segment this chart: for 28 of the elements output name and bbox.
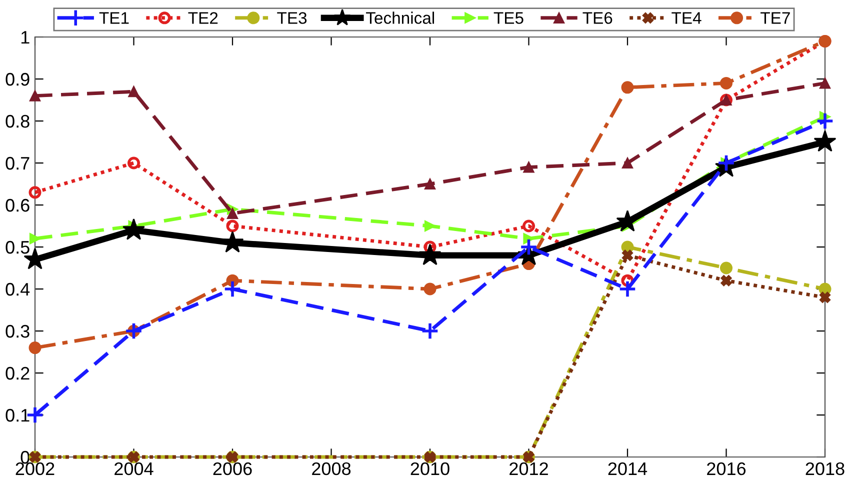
y-tick-label: 0.6	[6, 198, 30, 212]
x-tick-label: 2002	[16, 462, 54, 476]
legend-label: Technical	[366, 12, 434, 24]
legend-label: TE6	[582, 12, 612, 24]
legend-label: TE4	[672, 12, 702, 24]
x-tick-label: 2016	[707, 462, 746, 476]
x-tick-label: 2006	[213, 462, 252, 476]
legend-label: TE5	[494, 12, 524, 24]
y-tick-label: 0.7	[6, 156, 30, 170]
x-tick-label: 2012	[510, 462, 548, 476]
y-tick-label: 0.9	[6, 72, 30, 86]
y-tick-label: 0.3	[6, 324, 30, 338]
legend-label: TE3	[277, 12, 307, 24]
x-tick-label: 2014	[608, 462, 648, 476]
y-tick-label: 0	[20, 450, 30, 464]
y-tick-label: 0.1	[6, 408, 30, 422]
legend-label: TE7	[760, 12, 790, 24]
x-tick-label: 2004	[114, 462, 154, 476]
x-tick-label: 2008	[312, 462, 351, 476]
y-tick-label: 0.8	[6, 114, 30, 128]
y-tick-label: 0.4	[6, 282, 30, 296]
x-tick-label: 2010	[410, 462, 450, 476]
y-tick-label: 0.2	[6, 366, 30, 380]
legend-label: TE2	[188, 12, 218, 24]
y-tick-label: 0.5	[6, 240, 30, 254]
legend-label: TE1	[99, 12, 129, 24]
y-tick-label: 1	[21, 31, 30, 44]
x-tick-label: 2018	[806, 462, 844, 476]
